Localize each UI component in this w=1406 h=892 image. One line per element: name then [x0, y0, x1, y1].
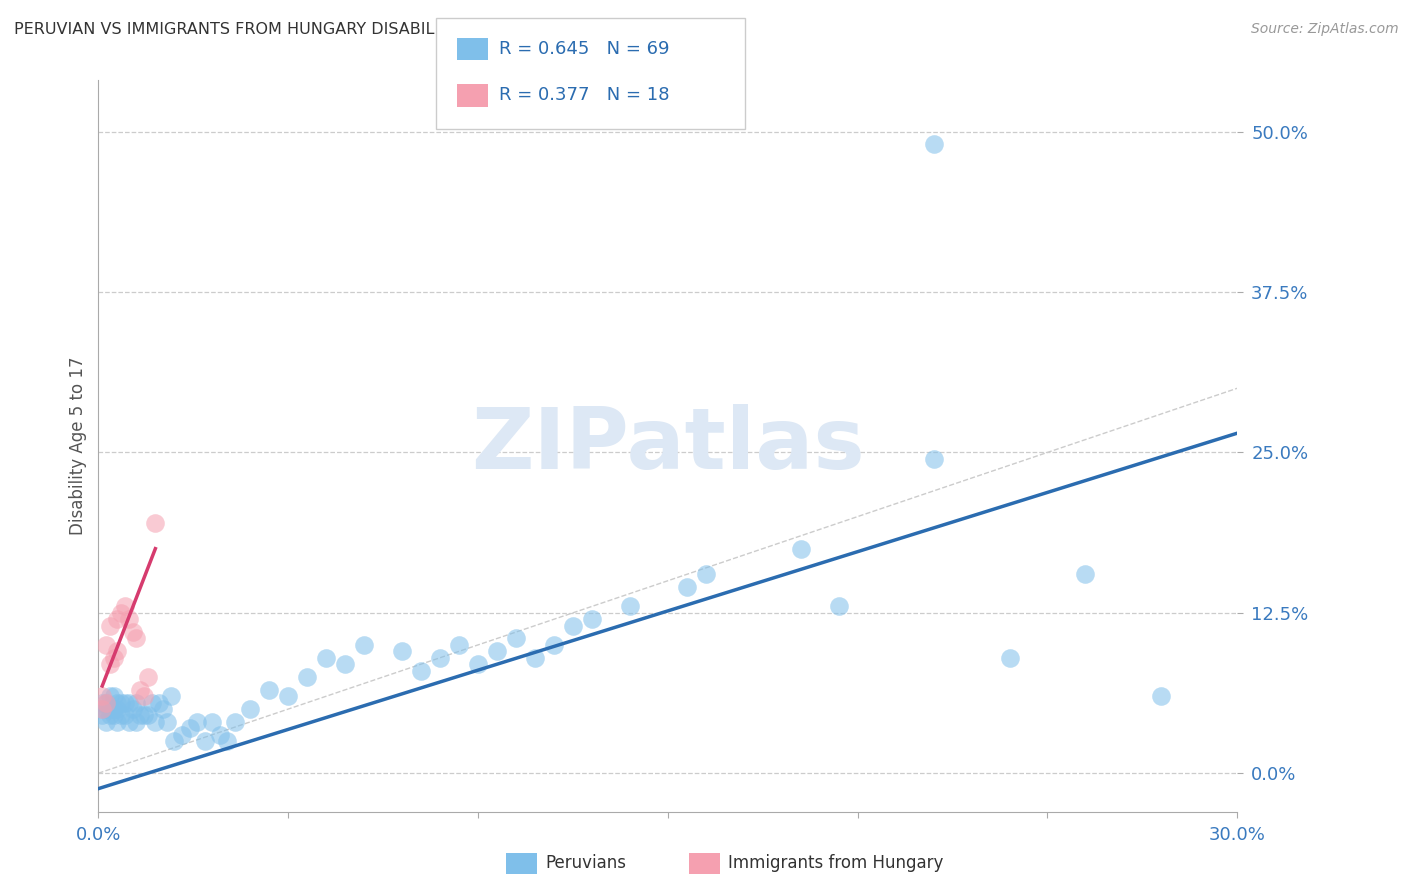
Text: Source: ZipAtlas.com: Source: ZipAtlas.com: [1251, 22, 1399, 37]
Point: [132, 708, 155, 723]
Point: [145, 714, 167, 729]
Point: [94, 638, 117, 652]
Point: [467, 657, 489, 672]
Point: [315, 650, 337, 665]
Point: [998, 650, 1021, 665]
Point: [429, 650, 451, 665]
Point: [107, 714, 129, 729]
Point: [186, 714, 208, 729]
Point: [297, 670, 319, 684]
Point: [121, 625, 143, 640]
Y-axis label: Disability Age 5 to 17: Disability Age 5 to 17: [69, 357, 87, 535]
Point: [695, 567, 717, 582]
Text: PERUVIAN VS IMMIGRANTS FROM HUNGARY DISABILITY AGE 5 TO 17 CORRELATION CHART: PERUVIAN VS IMMIGRANTS FROM HUNGARY DISA…: [14, 22, 744, 37]
Text: R = 0.377   N = 18: R = 0.377 N = 18: [499, 87, 669, 104]
Point: [107, 702, 129, 716]
Point: [411, 664, 433, 678]
Point: [94, 714, 117, 729]
Point: [353, 638, 375, 652]
Point: [107, 612, 129, 626]
Point: [91, 696, 114, 710]
Point: [103, 708, 125, 723]
Point: [91, 702, 114, 716]
Point: [201, 714, 224, 729]
Point: [114, 696, 136, 710]
Text: Immigrants from Hungary: Immigrants from Hungary: [728, 855, 943, 872]
Point: [1150, 690, 1173, 704]
Point: [129, 682, 152, 697]
Point: [118, 612, 141, 626]
Point: [110, 606, 132, 620]
Point: [98, 657, 121, 672]
Point: [141, 696, 163, 710]
Point: [114, 599, 136, 614]
Point: [208, 728, 231, 742]
Point: [194, 734, 217, 748]
Point: [217, 734, 239, 748]
Point: [152, 702, 174, 716]
Point: [98, 618, 121, 632]
Point: [107, 644, 129, 658]
Text: Peruvians: Peruvians: [546, 855, 627, 872]
Point: [449, 638, 471, 652]
Point: [107, 696, 129, 710]
Point: [125, 696, 148, 710]
Point: [676, 580, 699, 594]
Point: [125, 632, 148, 646]
Point: [543, 638, 565, 652]
Point: [94, 702, 117, 716]
Point: [224, 714, 246, 729]
Point: [94, 696, 117, 710]
Text: R = 0.645   N = 69: R = 0.645 N = 69: [499, 40, 669, 58]
Point: [581, 612, 603, 626]
Point: [486, 644, 509, 658]
Point: [156, 714, 179, 729]
Point: [148, 696, 170, 710]
Point: [129, 708, 152, 723]
Point: [828, 599, 851, 614]
Point: [91, 708, 114, 723]
Point: [391, 644, 413, 658]
Point: [98, 702, 121, 716]
Point: [136, 670, 159, 684]
Point: [136, 708, 159, 723]
Point: [98, 708, 121, 723]
Point: [114, 708, 136, 723]
Point: [790, 541, 813, 556]
Point: [159, 690, 181, 704]
Point: [259, 682, 281, 697]
Point: [125, 714, 148, 729]
Point: [239, 702, 262, 716]
Point: [121, 702, 143, 716]
Text: ZIPatlas: ZIPatlas: [471, 404, 865, 488]
Point: [118, 714, 141, 729]
Point: [103, 702, 125, 716]
Point: [103, 690, 125, 704]
Point: [91, 690, 114, 704]
Point: [524, 650, 547, 665]
Point: [118, 696, 141, 710]
Point: [922, 451, 945, 466]
Point: [922, 137, 945, 152]
Point: [145, 516, 167, 530]
Point: [619, 599, 641, 614]
Point: [163, 734, 186, 748]
Point: [179, 721, 201, 735]
Point: [94, 696, 117, 710]
Point: [110, 696, 132, 710]
Point: [562, 618, 585, 632]
Point: [110, 708, 132, 723]
Point: [103, 650, 125, 665]
Point: [98, 690, 121, 704]
Point: [132, 690, 155, 704]
Point: [91, 702, 114, 716]
Point: [170, 728, 193, 742]
Point: [1074, 567, 1097, 582]
Point: [277, 690, 299, 704]
Point: [335, 657, 357, 672]
Point: [505, 632, 527, 646]
